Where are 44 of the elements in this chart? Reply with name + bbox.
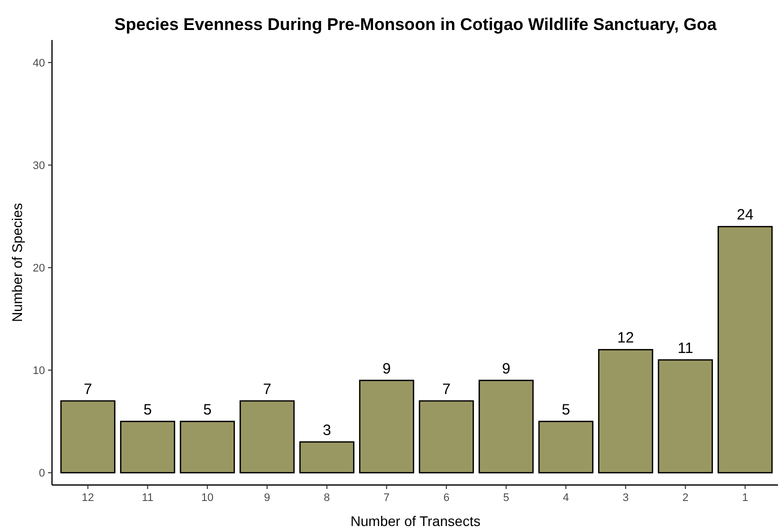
bar	[418, 400, 474, 474]
x-tick-label: 6	[443, 492, 450, 504]
y-tick-label: 30	[32, 160, 45, 172]
data-label: 9	[382, 360, 391, 378]
data-label: 11	[678, 340, 694, 357]
chart-title: Species Evenness During Pre-Monsoon in Cotigao Wildlife Sanctuary, Goa	[114, 15, 718, 34]
x-tick-label: 3	[622, 492, 629, 504]
x-tick-label: 12	[82, 492, 94, 504]
y-tick-label: 0	[38, 468, 45, 480]
x-tick-label: 2	[682, 492, 688, 504]
x-tick-label: 7	[384, 492, 390, 504]
x-tick-label: 8	[324, 492, 330, 504]
bar	[120, 420, 176, 474]
x-tick-label: 9	[264, 492, 270, 504]
bar	[299, 441, 354, 474]
y-tick-label: 10	[32, 365, 45, 378]
data-label: 5	[143, 401, 152, 418]
y-axis-title: Number of Species	[9, 202, 25, 322]
data-label: 5	[562, 401, 570, 418]
bar	[240, 400, 295, 474]
y-tick-label: 40	[32, 57, 45, 70]
bar	[658, 359, 713, 474]
data-label: 9	[502, 360, 510, 378]
bar	[538, 420, 594, 474]
data-label: 12	[617, 330, 634, 347]
x-tick-label: 1	[742, 492, 748, 504]
data-label: 3	[322, 422, 332, 439]
bar	[478, 380, 534, 474]
x-tick-label: 4	[562, 492, 569, 504]
bar	[180, 420, 235, 474]
y-tick-label: 20	[32, 262, 45, 274]
bar	[718, 226, 773, 474]
bar	[359, 380, 414, 474]
bar	[598, 349, 654, 474]
x-axis-title: Number of Transects	[350, 513, 480, 529]
x-tick-label: 5	[503, 492, 510, 504]
bar	[60, 400, 116, 474]
data-label: 7	[84, 380, 92, 398]
data-label: 7	[442, 380, 451, 398]
data-label: 7	[262, 380, 272, 398]
x-tick-label: 11	[142, 492, 154, 504]
data-label: 5	[203, 401, 212, 418]
x-tick-label: 10	[201, 492, 214, 504]
data-label: 24	[736, 206, 754, 224]
